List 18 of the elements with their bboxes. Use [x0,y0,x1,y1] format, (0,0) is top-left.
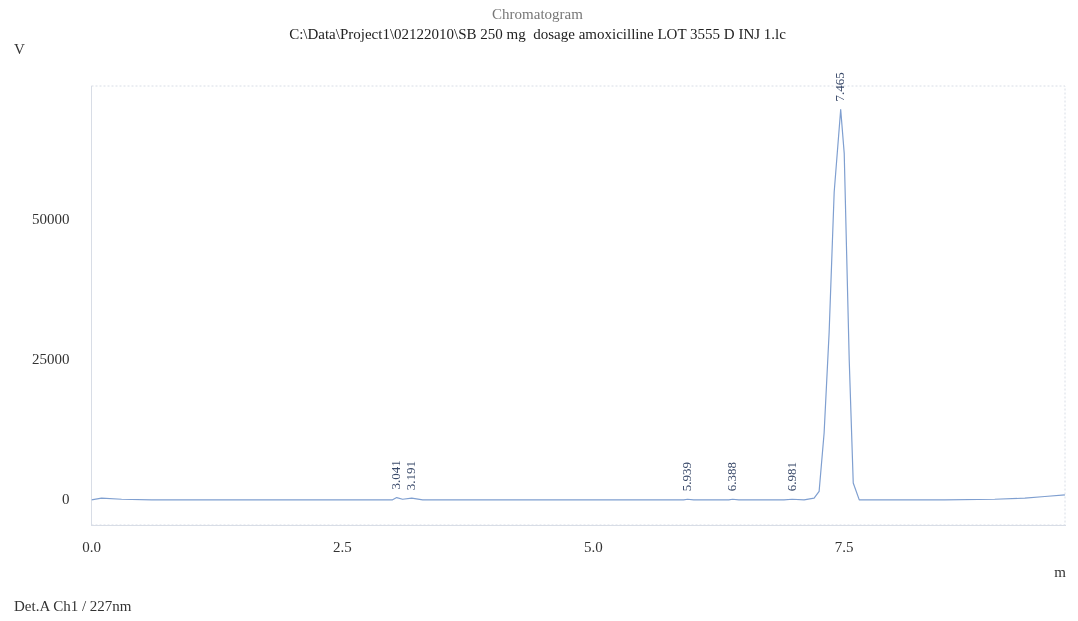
annotation: 3.041 [388,460,404,490]
y-axis-title: V [14,40,25,57]
chart-subtitle: C:\Data\Project1\02122010\SB 250 mg dosage amoxicilline LOT 3555 D INJ 1.lc [289,25,787,42]
y-tick-label: 50000 [32,211,70,228]
annotation: 6.388 [724,462,740,492]
x-tick-label: 0.0 [82,538,101,555]
x-tick-label: 5.0 [583,538,603,555]
annotation: 6.981 [783,462,799,492]
chart-title: Chromatogram [492,5,584,22]
x-axis-title: m [1054,563,1067,580]
annotation: 5.939 [678,462,694,492]
y-tick-label: 0 [62,490,70,507]
annotation: 3.191 [403,460,419,491]
text: Det.A Ch1 / 227nm [14,597,132,614]
x-tick-label: 7.5 [834,538,854,555]
x-tick-label: 2.5 [333,538,352,555]
annotation: 7.465 [832,72,848,102]
y-tick-label: 25000 [32,350,70,367]
